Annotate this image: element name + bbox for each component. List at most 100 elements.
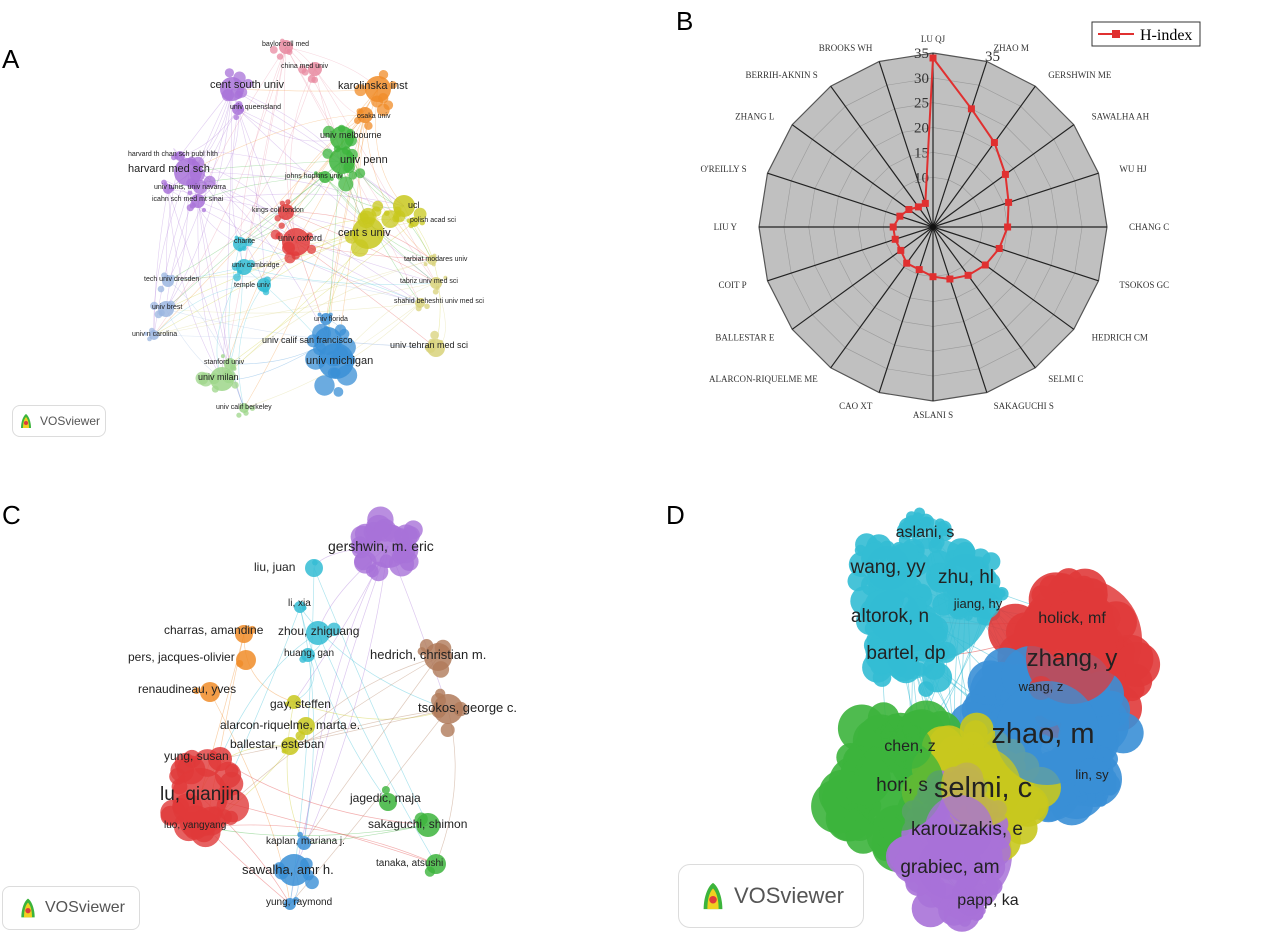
network-node-univ-tehran-med-sci: [427, 339, 445, 357]
network-cluster-blob: [187, 190, 193, 196]
network-cluster-blob: [419, 219, 426, 226]
radar-point-wu-hj: [1005, 198, 1013, 206]
network-edge: [324, 176, 437, 284]
network-label-tanaka-atsushi: tanaka, atsushi: [376, 858, 443, 869]
network-cluster-blob: [440, 723, 455, 737]
network-label-liu-juan: liu, juan: [254, 560, 295, 574]
network-node-univ-melbourne: [330, 126, 354, 150]
network-edge: [197, 108, 239, 202]
network-label-ucl: ucl: [408, 200, 420, 210]
network-edge: [303, 656, 439, 844]
network-edge: [153, 188, 169, 336]
network-node-sakaguchi-shimon: [416, 813, 440, 837]
network-edge: [231, 88, 343, 162]
network-node-luo-yangyang: [200, 821, 212, 833]
network-d-canvas: aslani, s wang, yy zhu, hl jiang, hy holick,…: [811, 507, 1161, 932]
network-node-univ-cambridge: [236, 259, 252, 275]
radar-point-sawalha-ah: [1001, 170, 1009, 178]
network-label-wang-yy: wang, yy: [850, 557, 926, 578]
network-label-univ-tunis-univ-navarra: univ tunis, univ navarra: [154, 184, 226, 191]
network-node-charras-amandine: [235, 625, 253, 643]
network-label-zhou-zhiguang: zhou, zhiguang: [278, 624, 359, 638]
network-node-univ-florida: [320, 313, 332, 325]
radar-axis-label-sakaguchi-s: SAKAGUCHI S: [994, 401, 1054, 411]
radar-point-gershwin-me: [990, 139, 998, 146]
network-label-univ-oxford: univ oxford: [278, 233, 322, 243]
network-label-johns-hopkins-univ: johns hopkins univ: [284, 173, 343, 180]
network-node-cent-s-univ: [352, 217, 384, 249]
network-cluster-blob: [423, 262, 428, 267]
network-cluster-blob: [389, 81, 397, 89]
vosviewer-badge-d: VOSviewer: [678, 864, 864, 928]
network-label-sakaguchi-shimon: sakaguchi, shimon: [368, 817, 467, 831]
network-cluster-blob: [243, 78, 253, 89]
network-node-liu-juan: [305, 559, 323, 577]
network-edge: [229, 243, 243, 365]
network-edge: [219, 758, 429, 826]
network-edge: [239, 243, 421, 304]
network-node-jiang-hy: [972, 591, 1000, 619]
network-c-nodes: [172, 524, 463, 910]
radar-axis-label-zhao-m: ZHAO M: [994, 43, 1029, 53]
network-edge: [153, 259, 433, 336]
network-cluster-blob: [327, 622, 341, 636]
radar-spoke: [767, 226, 934, 282]
radar-axis-label-brooks-wh: BROOKS WH: [819, 43, 873, 53]
network-edge: [165, 88, 233, 310]
network-label-harvard-med-sch: harvard med sch: [128, 163, 210, 175]
network-label-china-med-univ: china med univ: [281, 63, 329, 70]
network-edge: [219, 632, 319, 760]
radar-spoke: [878, 226, 934, 393]
network-label-zhang-y: zhang, y: [1027, 645, 1118, 672]
network-cluster-blob: [984, 877, 1003, 896]
network-node-univ-n-carolina: [149, 330, 159, 340]
network-label-temple-univ: temple univ: [234, 282, 270, 289]
network-label-tabriz-univ-med-sci: tabriz univ med sci: [400, 278, 458, 285]
network-a-edges: [153, 46, 446, 409]
radar-point-berrih-aknin-s: [914, 203, 922, 211]
network-node-karolinska-inst: [365, 76, 391, 102]
network-label-pers-jacques-olivier: pers, jacques-olivier: [128, 650, 235, 664]
network-node-baylor-coll-med: [279, 40, 293, 54]
network-edge: [325, 114, 366, 320]
network-a-canvas: baylor coll med china med univ karolinska …: [128, 38, 484, 418]
network-label-yung-susan: yung, susan: [164, 749, 229, 763]
network-cluster-blob: [192, 179, 208, 195]
network-label-baylor-coll-med: baylor coll med: [262, 41, 309, 48]
vosviewer-logo-icon: [20, 414, 31, 428]
network-label-lin-sy: lin, sy: [1075, 767, 1109, 782]
network-edge: [364, 114, 433, 261]
network-edge: [314, 68, 437, 284]
network-edge: [187, 171, 421, 304]
radar-tick-label: 25: [914, 96, 929, 112]
network-cluster-blob: [338, 176, 354, 192]
network-edge: [286, 701, 305, 844]
network-cluster-blob: [305, 875, 319, 890]
network-cluster-blob: [317, 312, 322, 317]
network-edge: [243, 266, 437, 285]
network-cluster-blob: [336, 172, 344, 180]
network-cluster-blob: [150, 301, 159, 310]
network-node-univ-oxford: [282, 228, 310, 256]
network-edge: [313, 567, 429, 826]
radar-axis-label-berrih-aknin-s: BERRIH-AKNIN S: [746, 70, 818, 80]
panel-label-b: B: [676, 6, 694, 36]
radar-axis-label-liu-y: LIU Y: [714, 222, 738, 232]
network-node-tsokos-george-c: [433, 694, 463, 724]
network-cluster-blob: [935, 641, 957, 663]
radar-axis-label-chang-c: CHANG C: [1129, 222, 1169, 232]
network-edge: [197, 193, 405, 207]
network-node-harvard-med-sch: [174, 158, 202, 186]
radar-point-liu-y: [889, 223, 897, 231]
network-edge: [237, 108, 437, 284]
network-cluster-blob: [314, 375, 335, 396]
radar-point-chang-c: [1004, 223, 1012, 231]
panel-a: A baylor coll med china med univ karolinsk…: [0, 0, 640, 460]
network-label-univ-melbourne: univ melbourne: [320, 130, 382, 140]
network-node-cent-south-univ: [220, 77, 244, 101]
network-label-univ-cambridge: univ cambridge: [232, 262, 280, 269]
network-node-polish-acad-sci: [409, 217, 419, 227]
network-node-tarbiat-modares-univ: [427, 255, 437, 265]
network-cluster-blob: [381, 210, 400, 229]
network-node-hedrich-christian-m: [424, 643, 452, 671]
